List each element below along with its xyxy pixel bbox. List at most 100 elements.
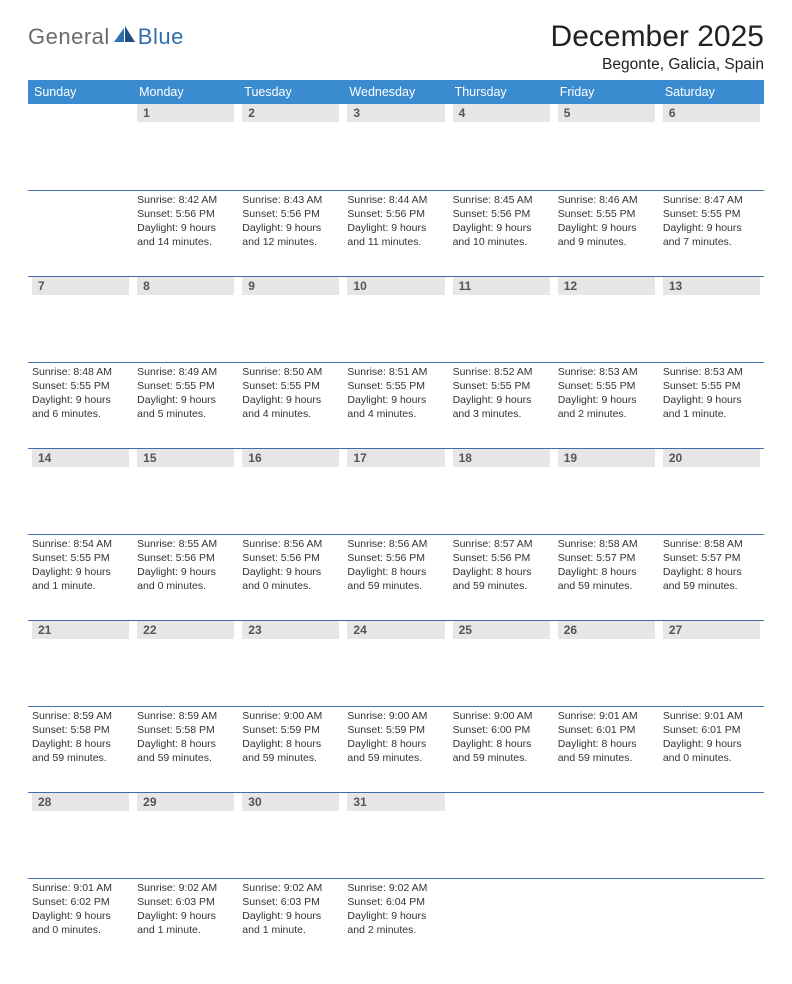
sunrise-text: Sunrise: 8:57 AM bbox=[453, 537, 550, 551]
sunrise-text: Sunrise: 8:45 AM bbox=[453, 193, 550, 207]
sunrise-text: Sunrise: 9:00 AM bbox=[347, 709, 444, 723]
day-number: 13 bbox=[663, 277, 760, 295]
location: Begonte, Galicia, Spain bbox=[551, 56, 764, 74]
calendar-head: Sunday Monday Tuesday Wednesday Thursday… bbox=[28, 80, 764, 104]
day-details: Sunrise: 9:02 AMSunset: 6:03 PMDaylight:… bbox=[242, 879, 339, 938]
day-number: 19 bbox=[558, 449, 655, 467]
sunset-text: Sunset: 5:56 PM bbox=[137, 207, 234, 221]
day-cell bbox=[659, 878, 764, 964]
day-details: Sunrise: 8:44 AMSunset: 5:56 PMDaylight:… bbox=[347, 191, 444, 250]
day-number: 24 bbox=[347, 621, 444, 639]
sunset-text: Sunset: 5:58 PM bbox=[137, 723, 234, 737]
daylight-text: Daylight: 9 hours and 4 minutes. bbox=[242, 393, 339, 421]
day-details: Sunrise: 8:57 AMSunset: 5:56 PMDaylight:… bbox=[453, 535, 550, 594]
day-details: Sunrise: 8:58 AMSunset: 5:57 PMDaylight:… bbox=[663, 535, 760, 594]
sunrise-text: Sunrise: 9:01 AM bbox=[558, 709, 655, 723]
daylight-text: Daylight: 9 hours and 4 minutes. bbox=[347, 393, 444, 421]
day-details: Sunrise: 9:00 AMSunset: 5:59 PMDaylight:… bbox=[242, 707, 339, 766]
sunrise-text: Sunrise: 8:56 AM bbox=[242, 537, 339, 551]
day-details: Sunrise: 8:56 AMSunset: 5:56 PMDaylight:… bbox=[242, 535, 339, 594]
logo-text-general: General bbox=[28, 24, 110, 50]
daylight-text: Daylight: 9 hours and 10 minutes. bbox=[453, 221, 550, 249]
sunset-text: Sunset: 5:55 PM bbox=[242, 379, 339, 393]
day-cell bbox=[449, 878, 554, 964]
daynum-cell: 5 bbox=[554, 104, 659, 190]
sunrise-text: Sunrise: 8:53 AM bbox=[558, 365, 655, 379]
day-details: Sunrise: 9:01 AMSunset: 6:01 PMDaylight:… bbox=[663, 707, 760, 766]
daynum-cell bbox=[659, 792, 764, 878]
day-number: 16 bbox=[242, 449, 339, 467]
daynum-cell: 28 bbox=[28, 792, 133, 878]
daylight-text: Daylight: 9 hours and 9 minutes. bbox=[558, 221, 655, 249]
sunset-text: Sunset: 5:56 PM bbox=[242, 551, 339, 565]
daynum-cell: 1 bbox=[133, 104, 238, 190]
day-details: Sunrise: 8:56 AMSunset: 5:56 PMDaylight:… bbox=[347, 535, 444, 594]
sunrise-text: Sunrise: 9:01 AM bbox=[663, 709, 760, 723]
day-details: Sunrise: 9:01 AMSunset: 6:02 PMDaylight:… bbox=[32, 879, 129, 938]
sunrise-text: Sunrise: 8:48 AM bbox=[32, 365, 129, 379]
sunrise-text: Sunrise: 9:01 AM bbox=[32, 881, 129, 895]
sunset-text: Sunset: 5:55 PM bbox=[137, 379, 234, 393]
daynum-cell: 20 bbox=[659, 448, 764, 534]
day-cell: Sunrise: 8:54 AMSunset: 5:55 PMDaylight:… bbox=[28, 534, 133, 620]
day-cell: Sunrise: 9:01 AMSunset: 6:01 PMDaylight:… bbox=[554, 706, 659, 792]
daylight-text: Daylight: 8 hours and 59 minutes. bbox=[663, 565, 760, 593]
daynum-row: 21222324252627 bbox=[28, 620, 764, 706]
day-cell: Sunrise: 8:51 AMSunset: 5:55 PMDaylight:… bbox=[343, 362, 448, 448]
daynum-cell bbox=[449, 792, 554, 878]
daylight-text: Daylight: 9 hours and 7 minutes. bbox=[663, 221, 760, 249]
sunrise-text: Sunrise: 8:59 AM bbox=[137, 709, 234, 723]
day-number: 3 bbox=[347, 104, 444, 122]
daylight-text: Daylight: 9 hours and 1 minute. bbox=[32, 565, 129, 593]
daylight-text: Daylight: 9 hours and 11 minutes. bbox=[347, 221, 444, 249]
title-block: December 2025 Begonte, Galicia, Spain bbox=[551, 20, 764, 74]
daynum-row: 123456 bbox=[28, 104, 764, 190]
sunset-text: Sunset: 5:57 PM bbox=[663, 551, 760, 565]
sunrise-text: Sunrise: 8:44 AM bbox=[347, 193, 444, 207]
daynum-cell: 21 bbox=[28, 620, 133, 706]
sunrise-text: Sunrise: 8:59 AM bbox=[32, 709, 129, 723]
sunset-text: Sunset: 5:56 PM bbox=[347, 207, 444, 221]
daynum-row: 14151617181920 bbox=[28, 448, 764, 534]
day-cell: Sunrise: 9:02 AMSunset: 6:04 PMDaylight:… bbox=[343, 878, 448, 964]
daylight-text: Daylight: 9 hours and 2 minutes. bbox=[558, 393, 655, 421]
daylight-text: Daylight: 9 hours and 1 minute. bbox=[242, 909, 339, 937]
daylight-text: Daylight: 9 hours and 1 minute. bbox=[137, 909, 234, 937]
day-cell bbox=[28, 190, 133, 276]
daynum-cell: 19 bbox=[554, 448, 659, 534]
weekday-header: Tuesday bbox=[238, 80, 343, 104]
empty-day bbox=[558, 793, 655, 811]
calendar-table: Sunday Monday Tuesday Wednesday Thursday… bbox=[28, 80, 764, 964]
weekday-header: Wednesday bbox=[343, 80, 448, 104]
daylight-text: Daylight: 9 hours and 6 minutes. bbox=[32, 393, 129, 421]
day-number: 30 bbox=[242, 793, 339, 811]
empty-day bbox=[32, 104, 129, 122]
day-details: Sunrise: 8:58 AMSunset: 5:57 PMDaylight:… bbox=[558, 535, 655, 594]
sunset-text: Sunset: 5:57 PM bbox=[558, 551, 655, 565]
daynum-cell: 29 bbox=[133, 792, 238, 878]
daynum-cell: 17 bbox=[343, 448, 448, 534]
sunrise-text: Sunrise: 8:46 AM bbox=[558, 193, 655, 207]
day-details: Sunrise: 8:53 AMSunset: 5:55 PMDaylight:… bbox=[663, 363, 760, 422]
day-details: Sunrise: 8:46 AMSunset: 5:55 PMDaylight:… bbox=[558, 191, 655, 250]
sunset-text: Sunset: 5:55 PM bbox=[347, 379, 444, 393]
day-number: 5 bbox=[558, 104, 655, 122]
daylight-text: Daylight: 9 hours and 14 minutes. bbox=[137, 221, 234, 249]
day-cell: Sunrise: 9:01 AMSunset: 6:02 PMDaylight:… bbox=[28, 878, 133, 964]
day-details: Sunrise: 8:54 AMSunset: 5:55 PMDaylight:… bbox=[32, 535, 129, 594]
sunset-text: Sunset: 5:56 PM bbox=[137, 551, 234, 565]
sunrise-text: Sunrise: 8:58 AM bbox=[558, 537, 655, 551]
day-details: Sunrise: 9:02 AMSunset: 6:03 PMDaylight:… bbox=[137, 879, 234, 938]
sunset-text: Sunset: 5:59 PM bbox=[347, 723, 444, 737]
day-number: 27 bbox=[663, 621, 760, 639]
day-number: 23 bbox=[242, 621, 339, 639]
daynum-cell: 12 bbox=[554, 276, 659, 362]
logo: General Blue bbox=[28, 20, 184, 50]
day-cell: Sunrise: 8:47 AMSunset: 5:55 PMDaylight:… bbox=[659, 190, 764, 276]
day-cell: Sunrise: 8:42 AMSunset: 5:56 PMDaylight:… bbox=[133, 190, 238, 276]
daynum-row: 78910111213 bbox=[28, 276, 764, 362]
day-details: Sunrise: 8:59 AMSunset: 5:58 PMDaylight:… bbox=[137, 707, 234, 766]
daynum-cell: 6 bbox=[659, 104, 764, 190]
sunrise-text: Sunrise: 8:58 AM bbox=[663, 537, 760, 551]
day-number: 25 bbox=[453, 621, 550, 639]
